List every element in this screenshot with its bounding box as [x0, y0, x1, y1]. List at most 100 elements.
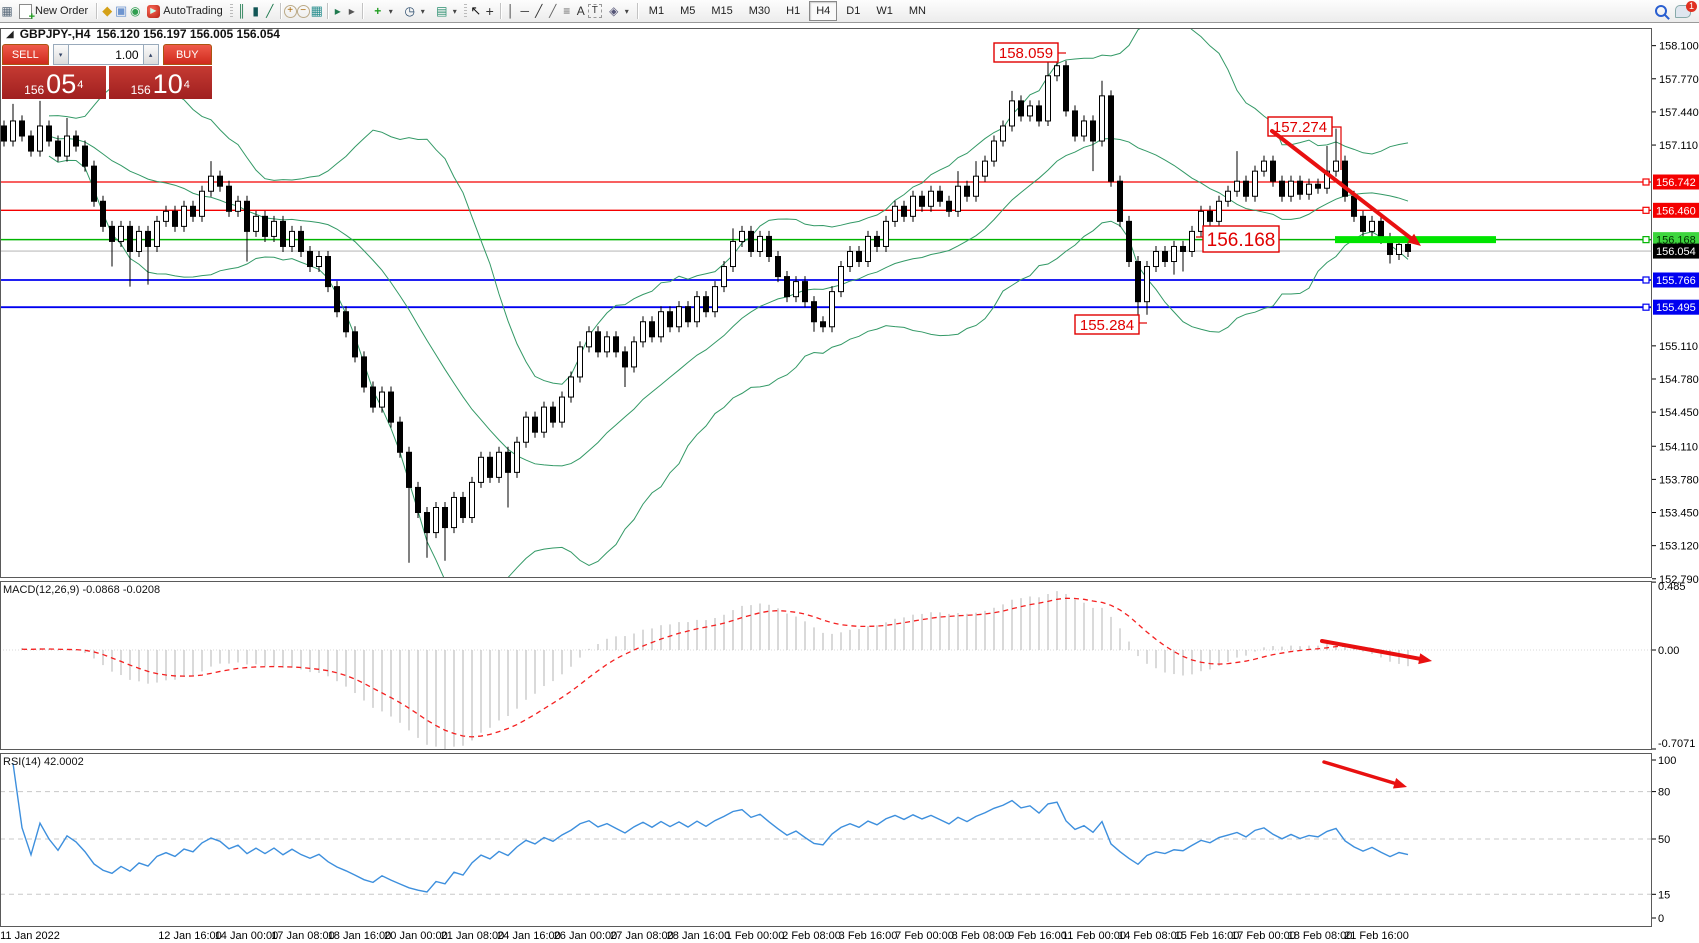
separator [326, 3, 328, 19]
candlestick-icon[interactable]: ▮ [252, 4, 260, 18]
timeframe-button-W1[interactable]: W1 [876, 5, 893, 17]
zoom-out-icon[interactable]: − [296, 4, 310, 18]
candle-body [910, 195, 916, 217]
candle-body [28, 135, 34, 152]
bollinger-middle-band [48, 135, 1409, 467]
vertical-line-icon[interactable]: │ [507, 4, 515, 18]
text-tool-icon[interactable]: A [576, 4, 585, 18]
volume-input[interactable]: 1.00 [68, 44, 143, 65]
trend-arrow[interactable] [1322, 760, 1407, 789]
candle-body [145, 230, 151, 247]
time-axis-label: 28 Jan 16:00 [667, 930, 731, 942]
crosshair-icon[interactable]: + [485, 3, 494, 19]
cursor-icon[interactable]: ↖ [470, 3, 482, 18]
fibonacci-icon[interactable]: ≡ [563, 4, 571, 18]
price-annotation: 157.274 [1267, 116, 1342, 170]
shapes-button[interactable]: ◈ ▾ [602, 0, 634, 22]
templates-button[interactable]: ▤ ▾ [430, 0, 462, 22]
candle-body [244, 200, 250, 232]
trend-arrow[interactable] [1320, 639, 1432, 665]
candle-body [1234, 180, 1240, 192]
candle-body [1072, 110, 1078, 137]
tile-windows-icon[interactable]: ▦ [310, 3, 323, 18]
notifications-icon[interactable]: 1 [1675, 0, 1697, 18]
candle-body [802, 281, 808, 303]
candle-body [613, 336, 619, 353]
timeframe-button-H4[interactable]: H4 [809, 1, 838, 21]
candle-body [352, 331, 358, 358]
timeframe-button-M15[interactable]: M15 [711, 5, 733, 17]
new-order-button[interactable]: + New Order [14, 0, 93, 22]
price-annotation: 155.284 [1074, 314, 1147, 335]
volume-up-button[interactable]: ▴ [142, 44, 159, 65]
sell-button[interactable]: SELL [2, 44, 49, 65]
timeframe-button-MN[interactable]: MN [908, 5, 926, 17]
periods-button[interactable]: ◷ ▾ [398, 0, 430, 22]
volume-stepper: ▾ 1.00 ▴ [52, 44, 159, 65]
trend-arrow[interactable] [1270, 129, 1421, 246]
candle-body [1000, 125, 1006, 142]
label-tool-icon[interactable]: T [587, 4, 602, 18]
candle-body [1090, 120, 1096, 142]
arrow-shaft [1320, 639, 1422, 661]
candle-body [541, 406, 547, 433]
level-handle [1642, 236, 1650, 244]
time-axis-label: 20 Jan 00:00 [384, 930, 448, 942]
candle-body [1153, 250, 1159, 268]
auto-scroll-icon[interactable]: ▸ [334, 4, 341, 18]
rsi-panel-border [0, 753, 1652, 927]
candle-body [370, 386, 376, 408]
candle-body [433, 506, 439, 534]
autotrading-label: AutoTrading [163, 5, 223, 17]
terminal-icon[interactable]: ▣ [115, 3, 128, 18]
price-tick-label: 155.110 [1659, 341, 1698, 353]
candle-body [721, 266, 727, 288]
trendline-icon[interactable]: ╱ [535, 4, 543, 18]
volume-down-button[interactable]: ▾ [52, 44, 69, 65]
indicators-button[interactable]: + ▾ [366, 0, 398, 22]
chevron-down-icon: ▾ [624, 6, 629, 16]
price-annotation: 158.059 [993, 42, 1066, 63]
timeframe-button-M5[interactable]: M5 [680, 5, 696, 17]
chevron-down-icon: ▾ [388, 6, 393, 16]
price-tick-label: 153.120 [1659, 541, 1699, 553]
chart-shift-icon[interactable]: ▸ [348, 4, 355, 18]
sell-price-display[interactable]: 156 05 4 [2, 66, 106, 99]
candle-body [1207, 210, 1213, 222]
price-badge-label: 156.460 [1656, 205, 1696, 217]
zoom-in-icon[interactable]: + [283, 4, 297, 18]
line-chart-icon[interactable]: ╱ [266, 4, 274, 18]
autotrading-button[interactable]: ▶ AutoTrading [142, 0, 228, 22]
price-badge [1653, 243, 1699, 259]
candle-body [550, 406, 556, 423]
metaeditor-icon[interactable]: ◆ [102, 3, 113, 18]
candle-body [1, 125, 7, 142]
candle-body [235, 200, 241, 212]
time-axis-label: 2 Feb 08:00 [782, 930, 841, 942]
timeframe-button-M30[interactable]: M30 [748, 5, 771, 17]
candle-body [856, 250, 862, 263]
candle-body [1054, 65, 1060, 77]
bar-chart-icon[interactable]: ║ [237, 4, 246, 18]
timeframe-button-D1[interactable]: D1 [846, 5, 861, 17]
search-icon[interactable] [1655, 5, 1667, 17]
signal-icon[interactable]: ◉ [129, 4, 141, 18]
time-axis-label: 7 Feb 00:00 [895, 930, 954, 942]
annotation-text: 156.168 [1207, 230, 1276, 251]
macd-label: MACD(12,26,9) -0.0868 -0.0208 [3, 584, 161, 596]
sell-price-big: 05 [46, 69, 77, 99]
timeframe-button-H1[interactable]: H1 [786, 5, 801, 17]
channel-icon[interactable]: ╱ [549, 4, 557, 18]
candle-body [883, 220, 889, 247]
buy-price-display[interactable]: 156 10 4 [108, 66, 212, 99]
buy-button[interactable]: BUY [162, 44, 212, 65]
candle-body [109, 225, 115, 242]
candle-body [1369, 220, 1375, 232]
buy-price-sup: 4 [183, 79, 190, 91]
price-badge-label: 156.742 [1656, 177, 1696, 189]
rsi-line [12, 763, 1409, 893]
horizontal-line-icon[interactable]: ─ [520, 4, 530, 18]
timeframe-button-M1[interactable]: M1 [648, 5, 665, 17]
